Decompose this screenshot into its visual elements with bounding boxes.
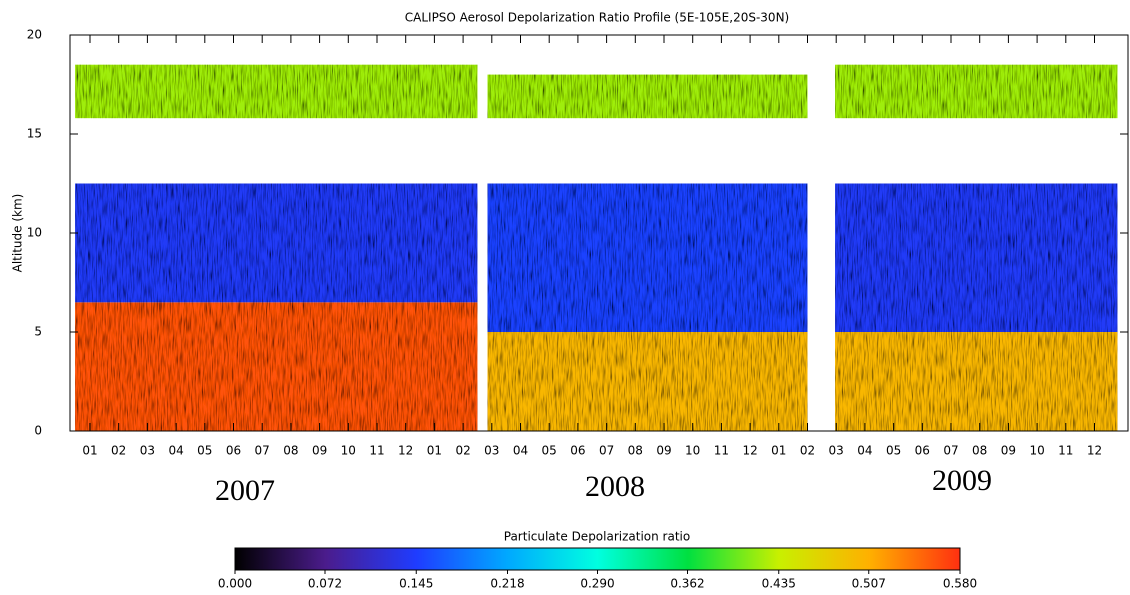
x-tick-label: 02 [111, 444, 126, 458]
x-tick-label: 04 [513, 444, 528, 458]
chart-title: CALIPSO Aerosol Depolarization Ratio Pro… [405, 11, 789, 25]
y-tick-label: 20 [27, 28, 42, 42]
colorbar [234, 547, 961, 571]
colorbar-tick-label: 0.507 [852, 577, 886, 591]
year-label: 2009 [932, 464, 992, 497]
x-tick-label: 09 [1001, 444, 1016, 458]
x-tick-label: 05 [542, 444, 557, 458]
x-tick-label: 09 [656, 444, 671, 458]
x-tick-label: 11 [1058, 444, 1073, 458]
data-layer [487, 183, 808, 332]
x-tick-label: 03 [829, 444, 844, 458]
x-tick-label: 03 [484, 444, 499, 458]
x-tick-label: 05 [886, 444, 901, 458]
x-tick-label: 12 [742, 444, 757, 458]
x-tick-label: 06 [570, 444, 585, 458]
x-tick-label: 12 [1087, 444, 1102, 458]
data-layer [75, 64, 478, 119]
colorbar-tick-label: 0.072 [308, 577, 342, 591]
x-tick-label: 12 [398, 444, 413, 458]
x-tick-label: 01 [427, 444, 442, 458]
data-layer [75, 302, 478, 431]
x-tick-label: 11 [714, 444, 729, 458]
x-tick-label: 10 [685, 444, 700, 458]
x-tick-label: 02 [455, 444, 470, 458]
data-layer [487, 74, 808, 119]
data-layer [835, 183, 1118, 332]
colorbar-tick-label: 0.290 [580, 577, 614, 591]
x-tick-label: 06 [915, 444, 930, 458]
data-layer [835, 332, 1118, 431]
x-tick-label: 05 [197, 444, 212, 458]
colorbar-title: Particulate Depolarization ratio [504, 530, 690, 544]
colorbar-tick-label: 0.145 [399, 577, 433, 591]
x-tick-label: 08 [628, 444, 643, 458]
data-layer [75, 183, 478, 303]
x-tick-label: 04 [857, 444, 872, 458]
colorbar-tick-label: 0.218 [490, 577, 524, 591]
y-tick-label: 5 [34, 325, 42, 339]
y-tick-label: 10 [27, 226, 42, 240]
colorbar-tick-label: 0.580 [943, 577, 977, 591]
x-tick-label: 01 [771, 444, 786, 458]
y-tick-label: 15 [27, 127, 42, 141]
x-tick-label: 07 [943, 444, 958, 458]
colorbar-tick-label: 0.435 [762, 577, 796, 591]
y-axis-label: Altitude (km) [11, 194, 25, 273]
x-tick-label: 08 [283, 444, 298, 458]
x-tick-label: 04 [168, 444, 183, 458]
year-label: 2007 [215, 474, 275, 507]
colorbar-tick-label: 0.000 [218, 577, 252, 591]
x-tick-label: 08 [972, 444, 987, 458]
x-tick-label: 02 [800, 444, 815, 458]
x-tick-label: 09 [312, 444, 327, 458]
x-tick-label: 11 [369, 444, 384, 458]
x-tick-label: 06 [226, 444, 241, 458]
x-tick-label: 10 [341, 444, 356, 458]
year-label: 2008 [585, 470, 645, 503]
x-tick-label: 07 [599, 444, 614, 458]
data-layer [487, 332, 808, 431]
x-tick-label: 07 [255, 444, 270, 458]
colorbar-tick-label: 0.362 [670, 577, 704, 591]
x-tick-label: 10 [1029, 444, 1044, 458]
data-layer [835, 64, 1118, 119]
x-tick-label: 03 [140, 444, 155, 458]
x-tick-label: 01 [82, 444, 97, 458]
y-tick-label: 0 [34, 424, 42, 438]
